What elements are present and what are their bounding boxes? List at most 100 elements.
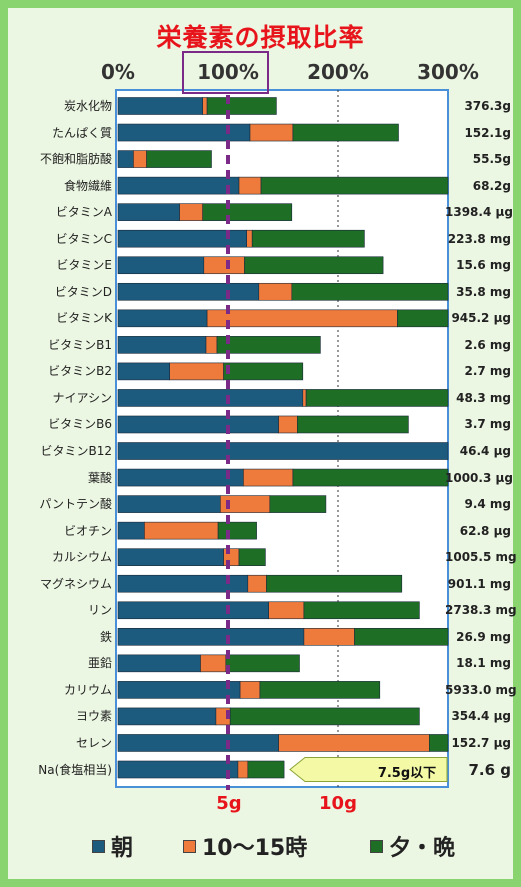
bar-20-morning — [117, 627, 305, 646]
category-label: たんぱく質 — [51, 125, 112, 140]
amount-label: 1398.4 μg — [445, 205, 513, 220]
amount-label: 7.6 g — [468, 760, 511, 779]
category-label: セレン — [75, 735, 112, 750]
amount-label: 2.7 mg — [464, 364, 511, 379]
amount-label: 5933.0 mg — [445, 682, 517, 697]
category-label: 鉄 — [99, 629, 112, 644]
bar-5-snack — [246, 229, 253, 248]
amount-label: 2738.3 mg — [445, 603, 517, 618]
category-label: 葉酸 — [87, 470, 112, 485]
amount-label: 3.7 mg — [464, 417, 511, 432]
bar-22-evening — [259, 681, 381, 699]
legend-swatch-snack — [183, 839, 196, 853]
amount-label: 35.8 mg — [456, 284, 511, 299]
bar-19-morning — [117, 601, 269, 620]
bar-1-evening — [292, 123, 399, 142]
category-label: 亜鉛 — [87, 656, 112, 671]
bar-7-morning — [117, 282, 260, 301]
bar-16-evening — [217, 521, 257, 540]
legend-item-morning: 朝 — [92, 828, 133, 864]
amount-label: 1000.3 μg — [445, 470, 513, 485]
bar-6-evening — [244, 256, 384, 275]
bar-14-snack — [243, 468, 294, 487]
bar-9-evening — [216, 336, 321, 354]
category-label: パントテン酸 — [39, 497, 112, 512]
bar-24-evening — [428, 734, 449, 752]
bar-23-morning — [117, 707, 217, 726]
category-label: ビオチン — [63, 523, 112, 538]
amount-label: 9.4 mg — [464, 497, 511, 512]
amount-label: 55.5g — [472, 152, 511, 167]
bar-10-morning — [117, 362, 171, 381]
category-label: カリウム — [63, 682, 112, 697]
category-label: ナイアシン — [52, 390, 112, 405]
category-label: ビタミンE — [56, 258, 112, 273]
category-label: 食物繊維 — [63, 178, 112, 193]
bar-23-evening — [229, 707, 420, 726]
amount-label: 901.1 mg — [447, 576, 511, 591]
legend-label-evening: 夕・晩 — [389, 836, 456, 861]
bar-17-evening — [238, 548, 266, 566]
bar-20-evening — [354, 627, 449, 646]
bar-21-snack — [200, 654, 227, 673]
category-label: ビタミンB1 — [48, 337, 112, 352]
bar-8-evening — [397, 309, 449, 328]
bar-10-evening — [223, 362, 304, 381]
bar-19-snack — [268, 601, 305, 620]
bar-8-morning — [117, 309, 208, 328]
amount-label: 62.8 μg — [459, 523, 511, 538]
bar-18-evening — [266, 574, 403, 593]
x-tick-200: 200% — [307, 60, 369, 84]
bar-4-evening — [202, 203, 293, 221]
bar-12-snack — [278, 415, 298, 434]
category-label: リン — [87, 603, 112, 618]
legend-swatch-evening — [370, 839, 383, 853]
bar-11-morning — [117, 389, 304, 407]
bar-22-morning — [117, 681, 241, 699]
bar-10-snack — [169, 362, 224, 381]
bar-2-snack — [133, 150, 147, 168]
bar-0-evening — [206, 97, 277, 115]
bar-25-morning — [117, 760, 239, 779]
category-label: ビタミンD — [54, 284, 112, 299]
bar-5-evening — [251, 229, 365, 248]
category-label: Na(食塩相当) — [38, 762, 112, 777]
category-label: 不飽和脂肪酸 — [39, 152, 112, 167]
category-label: ビタミンB2 — [48, 364, 112, 379]
bar-21-morning — [117, 654, 201, 673]
amount-label: 26.9 mg — [456, 629, 511, 644]
bar-15-evening — [269, 495, 327, 513]
bar-3-evening — [260, 176, 449, 195]
category-label: ヨウ素 — [75, 709, 112, 724]
amount-label: 1005.5 mg — [445, 550, 517, 565]
sodium-tick-10g: 10g — [319, 793, 357, 814]
bar-6-snack — [203, 256, 245, 275]
bar-3-morning — [117, 176, 240, 195]
bar-4-morning — [117, 203, 180, 221]
bar-7-snack — [258, 282, 293, 301]
bar-15-morning — [117, 495, 221, 513]
bar-20-snack — [303, 627, 355, 646]
bar-21-evening — [225, 654, 300, 673]
bar-3-snack — [238, 176, 262, 195]
bar-25-snack — [237, 760, 249, 779]
chart-title: 栄養素の摂取比率 — [156, 23, 365, 52]
amount-label: 15.6 mg — [456, 258, 511, 273]
reference-highlight-box — [182, 51, 269, 94]
bar-12-evening — [296, 415, 409, 434]
bar-17-morning — [117, 548, 224, 566]
bar-6-morning — [117, 256, 205, 275]
bar-16-morning — [117, 521, 145, 540]
sodium-tick-5g: 5g — [216, 793, 242, 814]
legend-label-morning: 朝 — [111, 836, 134, 861]
bar-24-morning — [117, 734, 279, 752]
sodium-callout-arrow — [289, 757, 448, 782]
bar-14-evening — [292, 468, 449, 487]
amount-label: 945.2 μg — [451, 311, 511, 326]
bar-18-snack — [247, 574, 267, 593]
category-label: ビタミンK — [56, 311, 112, 326]
bar-7-evening — [291, 282, 449, 301]
legend-label-snack: 10〜15時 — [202, 836, 308, 861]
